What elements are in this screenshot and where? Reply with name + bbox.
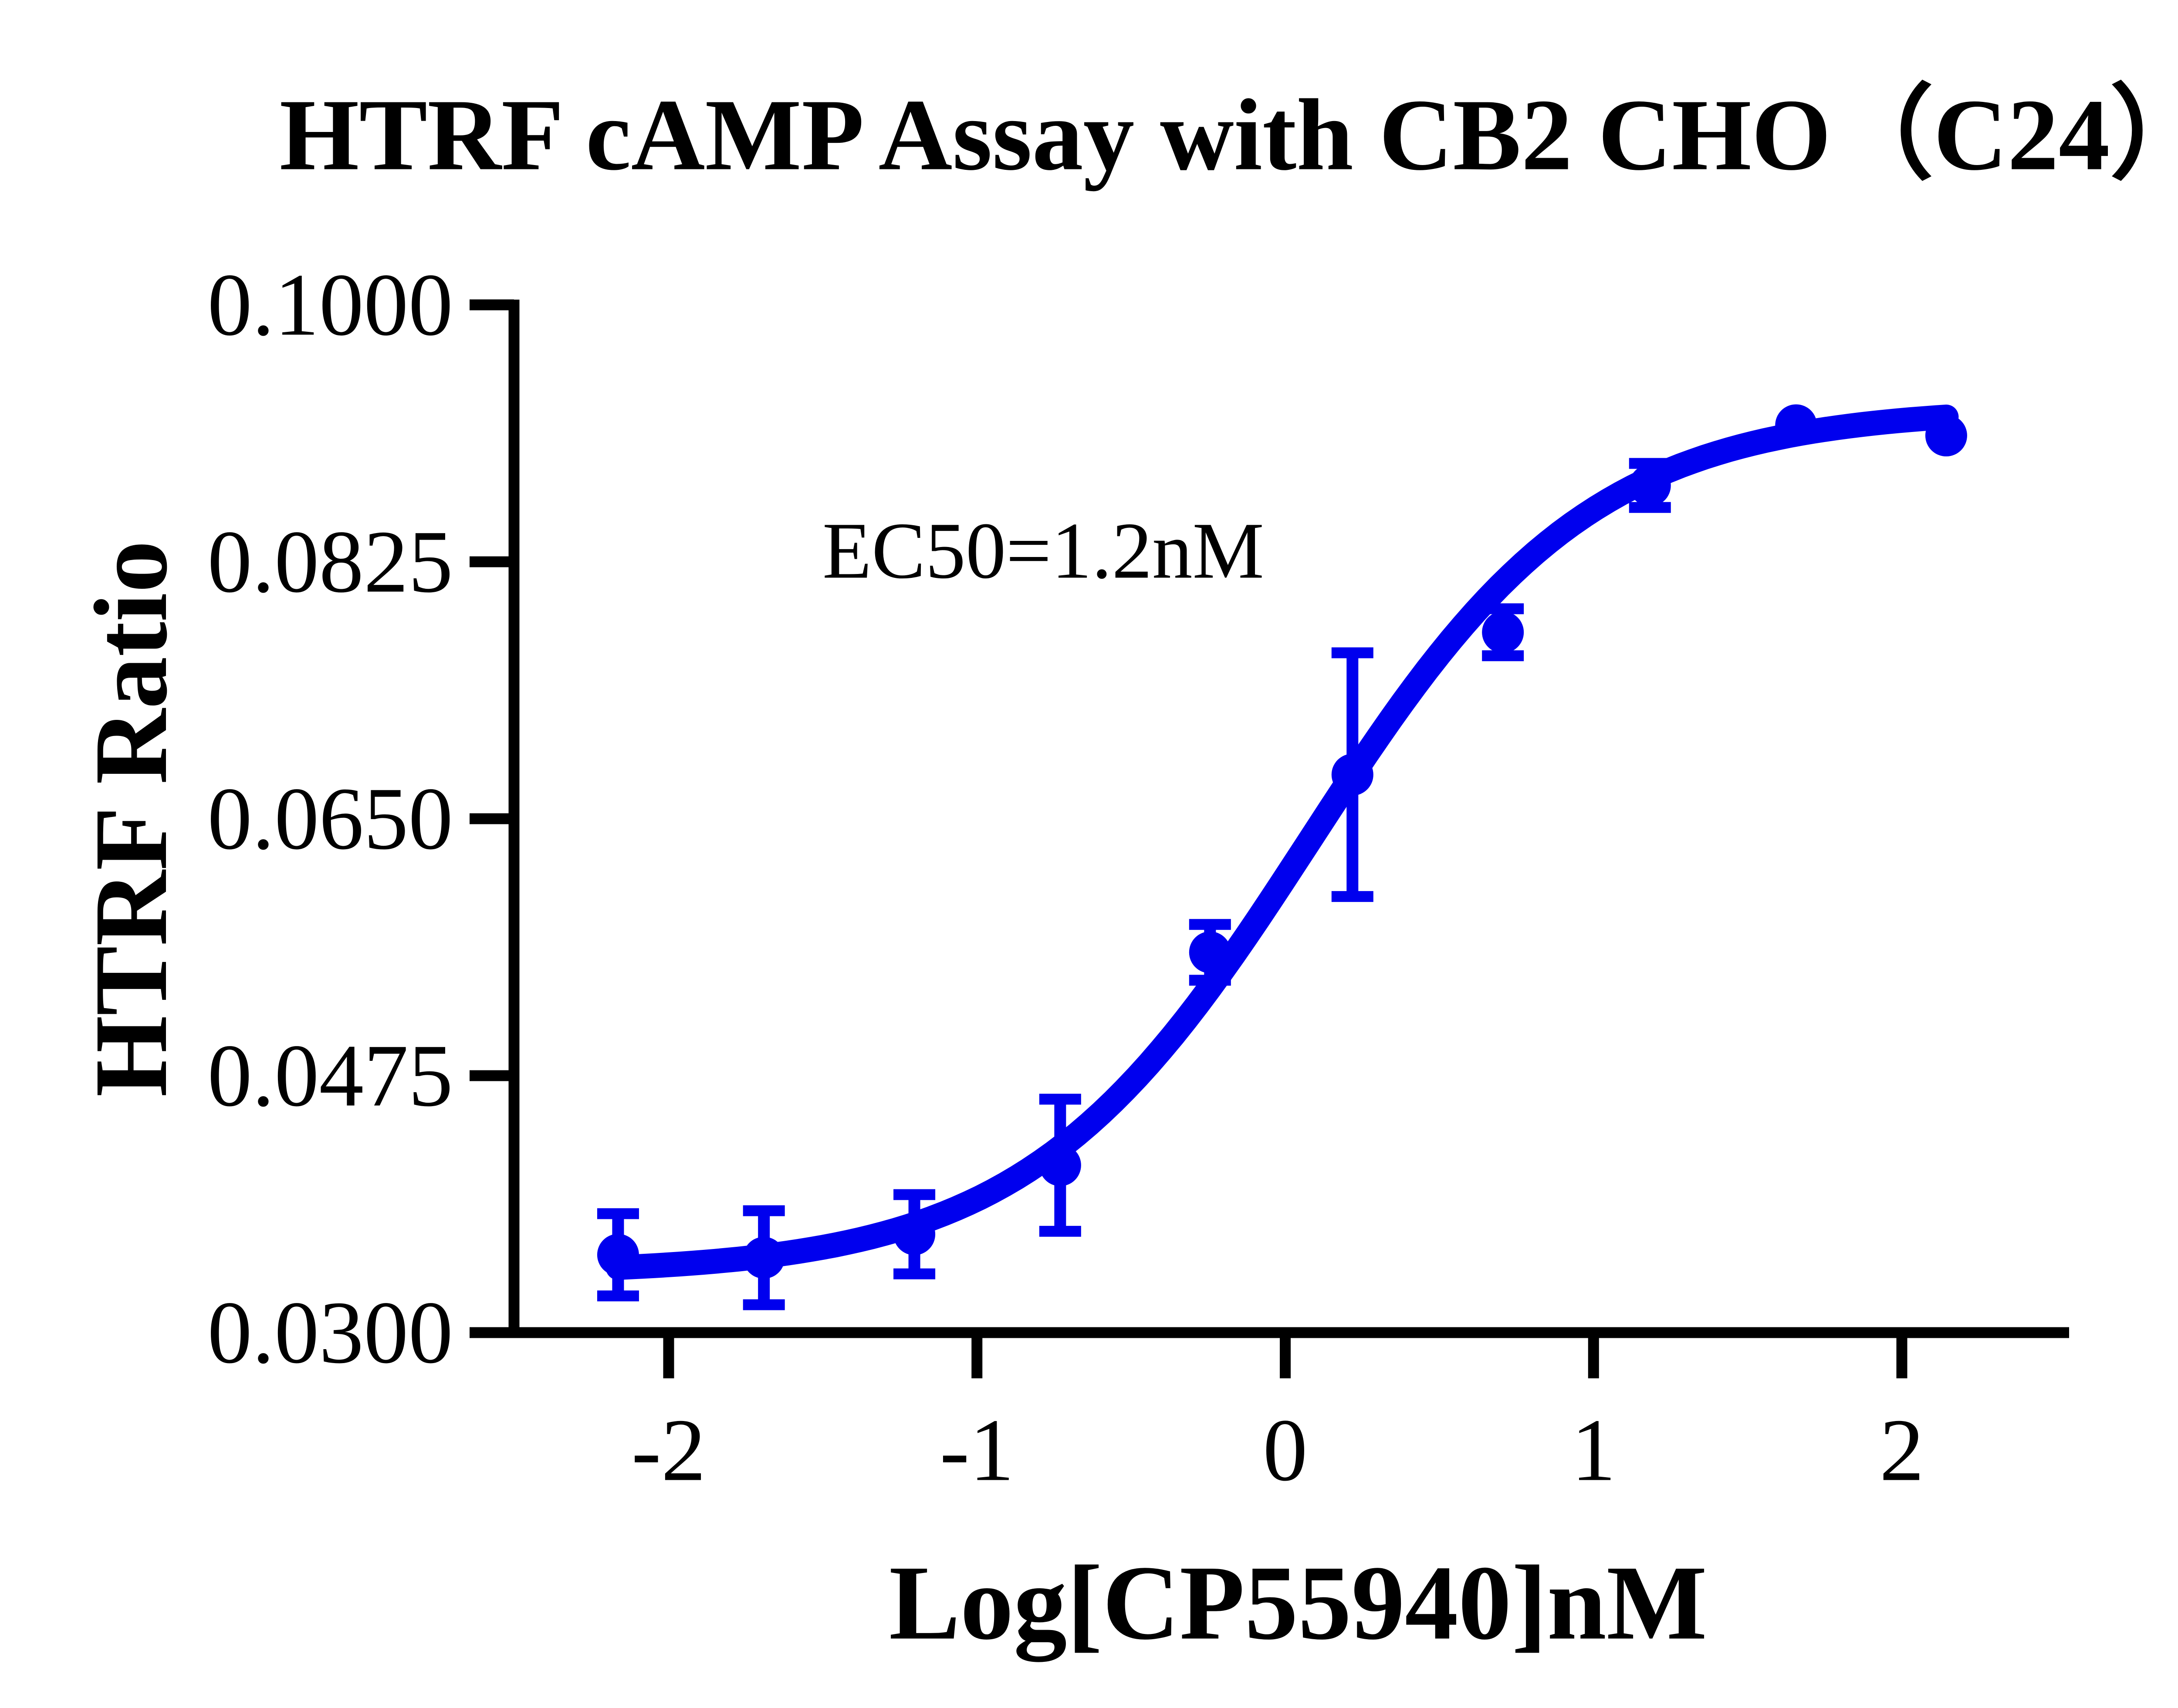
x-tick-label: 1 (1571, 1401, 1616, 1500)
data-point (1039, 1144, 1081, 1186)
x-tick-label: 0 (1263, 1401, 1308, 1500)
y-tick-label: 0.0300 (207, 1283, 453, 1382)
y-tick-label: 0.0475 (207, 1026, 453, 1125)
data-point (1925, 415, 1967, 457)
data-point (743, 1237, 785, 1279)
y-tick-label: 0.1000 (207, 256, 453, 354)
data-point (1331, 753, 1373, 796)
data-point (1775, 404, 1817, 446)
x-tick-label: -1 (940, 1401, 1014, 1500)
x-tick-label: 2 (1880, 1401, 1924, 1500)
data-point (1482, 611, 1524, 653)
y-tick-label: 0.0825 (207, 513, 453, 611)
x-tick-label: -2 (632, 1401, 706, 1500)
ec50-annotation: EC50=1.2nM (822, 506, 1264, 596)
data-point (597, 1234, 639, 1276)
x-axis-title: Log[CP55940]nM (889, 1543, 1708, 1662)
y-axis-title: HTRF Ratio (73, 540, 189, 1097)
chart-title: HTRF cAMP Assay with CB2 CHO（C24） (279, 78, 2178, 192)
y-tick-label: 0.0650 (207, 770, 453, 868)
data-point (1189, 931, 1231, 973)
data-point (1629, 464, 1671, 506)
data-point (893, 1213, 936, 1256)
fit-curve (605, 405, 1959, 1280)
